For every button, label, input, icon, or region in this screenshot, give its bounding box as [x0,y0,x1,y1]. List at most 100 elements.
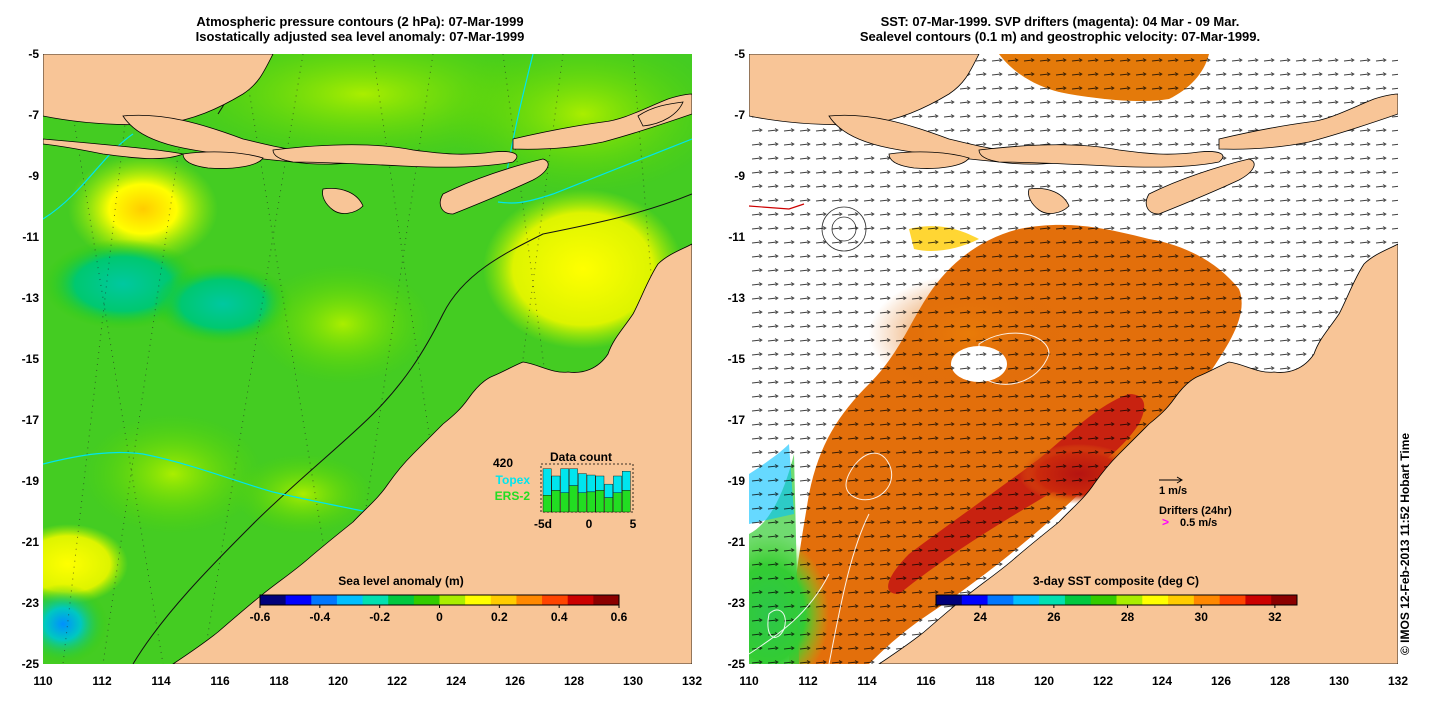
sla-colorbar-title: Sea level anomaly (m) [338,574,463,588]
sla-map-svg: Sea level anomaly (m) -0.6 -0.4 -0.2 0 0.2 0.… [43,54,692,664]
java-tail [43,138,185,160]
longitude-tick-10: 130 [1328,674,1350,688]
sst-sumba [1028,187,1070,214]
longitude-tick-8: 126 [1210,674,1232,688]
longitude-tick-2: 114 [857,674,877,688]
data-count-bar-ers2 [569,485,578,513]
latitude-tick-8: -21 [21,535,39,549]
longitude-tick-9: 128 [563,674,585,688]
sst-land-masses [749,54,1398,664]
sea-level-anomaly-map: Sea level anomaly (m) -0.6 -0.4 -0.2 0 0.2 0.… [43,54,692,664]
colorbar-border [935,594,1298,606]
latitude-tick-10: -25 [21,657,39,671]
data-count-bar-ers2 [542,495,552,513]
right-title-line1: SST: 07-Mar-1999. SVP drifters (magenta)… [880,14,1240,29]
longitude-tick-7: 124 [445,674,467,688]
data-count-bar-topex [622,471,631,491]
colorbar-swatch [542,595,569,605]
sst-colorbar-title: 3-day SST composite (deg C) [1033,574,1199,588]
longitude-tick-6: 122 [386,674,408,688]
longitude-tick-4: 118 [975,674,995,688]
colorbar-swatch [1271,595,1298,605]
right-panel-title: SST: 07-Mar-1999. SVP drifters (magenta)… [740,14,1380,44]
sla-colorbar-scale [259,594,620,606]
sst-tanimbar-chain [1218,93,1398,150]
latitude-tick-7: -19 [21,474,39,488]
sealevel-contours [749,332,1050,664]
velocity-key-label: 1 m/s [1159,485,1187,497]
longitude-tick-0: 110 [33,674,53,688]
colorbar-swatch [1090,595,1117,605]
longitude-tick-6: 122 [1092,674,1114,688]
longitude-tick-1: 112 [92,674,112,688]
java-south-coast [43,54,274,126]
colorbar-swatch [1142,595,1169,605]
data-count-xlabels: -5d 0 5 [534,517,637,531]
longitude-tick-11: 132 [1387,674,1409,688]
tanimbar-chain [512,93,692,150]
latitude-tick-9: -23 [21,596,39,610]
data-count-bar-ers2 [613,492,622,513]
data-count-bar-ers2 [604,497,613,513]
colorbar-swatch [465,595,492,605]
left-title-line1: Atmospheric pressure contours (2 hPa): 0… [196,14,524,29]
sla-colorbar: Sea level anomaly (m) -0.6 -0.4 -0.2 0 0.2 0.… [250,574,628,624]
latitude-tick-2: -9 [28,169,39,183]
data-count-bar-ers2 [595,490,605,513]
colorbar-swatch [1168,595,1195,605]
colorbar-swatch [285,595,312,605]
drifters-key: Drifters (24hr) > 0.5 m/s [1159,505,1232,529]
sst-timor [1145,158,1255,215]
data-count-bar-topex [542,468,552,496]
colorbar-tick-label: -0.4 [309,610,330,624]
longitude-tick-4: 118 [269,674,289,688]
australia-mainland [172,243,692,664]
data-count-bar-ers2 [560,492,569,513]
data-count-bar-ers2 [622,490,631,513]
colorbar-swatch [490,595,517,605]
colorbar-swatch [260,595,287,605]
data-count-bar-ers2 [586,491,596,513]
longitude-tick-3: 116 [210,674,230,688]
colorbar-swatch [413,595,440,605]
sst-colorbar: 3-day SST composite (deg C) 24 26 28 30 32 [935,574,1298,624]
longitude-tick-11: 132 [681,674,703,688]
colorbar-tick-label: 0.6 [611,610,628,624]
colorbar-swatch [1116,595,1143,605]
latitude-tick-0: -5 [734,47,745,61]
data-count-xlabel: 0 [586,517,593,531]
colorbar-swatch [567,595,594,605]
colorbar-swatch [987,595,1014,605]
latitude-tick-7: -19 [727,474,745,488]
colorbar-swatch [1193,595,1221,605]
data-count-xlabel: -5d [534,517,552,531]
longitude-tick-5: 120 [1033,674,1055,688]
legend-ers2: ERS-2 [495,489,531,503]
sla-colorbar-ticks: -0.6 -0.4 -0.2 0 0.2 0.4 0.6 [250,605,628,624]
flores [272,144,518,168]
sst-flores [978,144,1224,168]
colorbar-swatch [336,595,364,605]
colorbar-tick-label: 0 [436,610,443,624]
left-panel-title: Atmospheric pressure contours (2 hPa): 0… [60,14,660,44]
drifters-key-label: Drifters (24hr) [1159,505,1232,517]
drifter-marker-icon: > [1162,515,1169,529]
colorbar-swatch [1013,595,1040,605]
data-count-bar-topex [595,475,605,491]
sst-australia-mainland [878,243,1398,664]
sla-low-southwest [43,584,108,664]
colorbar-tick-label: 24 [974,610,988,624]
longitude-tick-8: 126 [504,674,526,688]
data-count-xlabel: 5 [630,517,637,531]
colorbar-tick-label: 30 [1195,610,1209,624]
sst-sumbawa [888,151,970,169]
latitude-tick-1: -7 [28,108,39,122]
latitude-tick-8: -21 [727,535,745,549]
colorbar-swatch [593,595,620,605]
sla-blob-southwest-yellow [43,524,128,604]
timor [439,158,549,215]
imos-credit: © IMOS 12-Feb-2013 11:52 Hobart Time [1398,432,1412,655]
sumba [322,187,364,214]
longitude-tick-0: 110 [739,674,759,688]
data-count-bars [542,468,631,513]
